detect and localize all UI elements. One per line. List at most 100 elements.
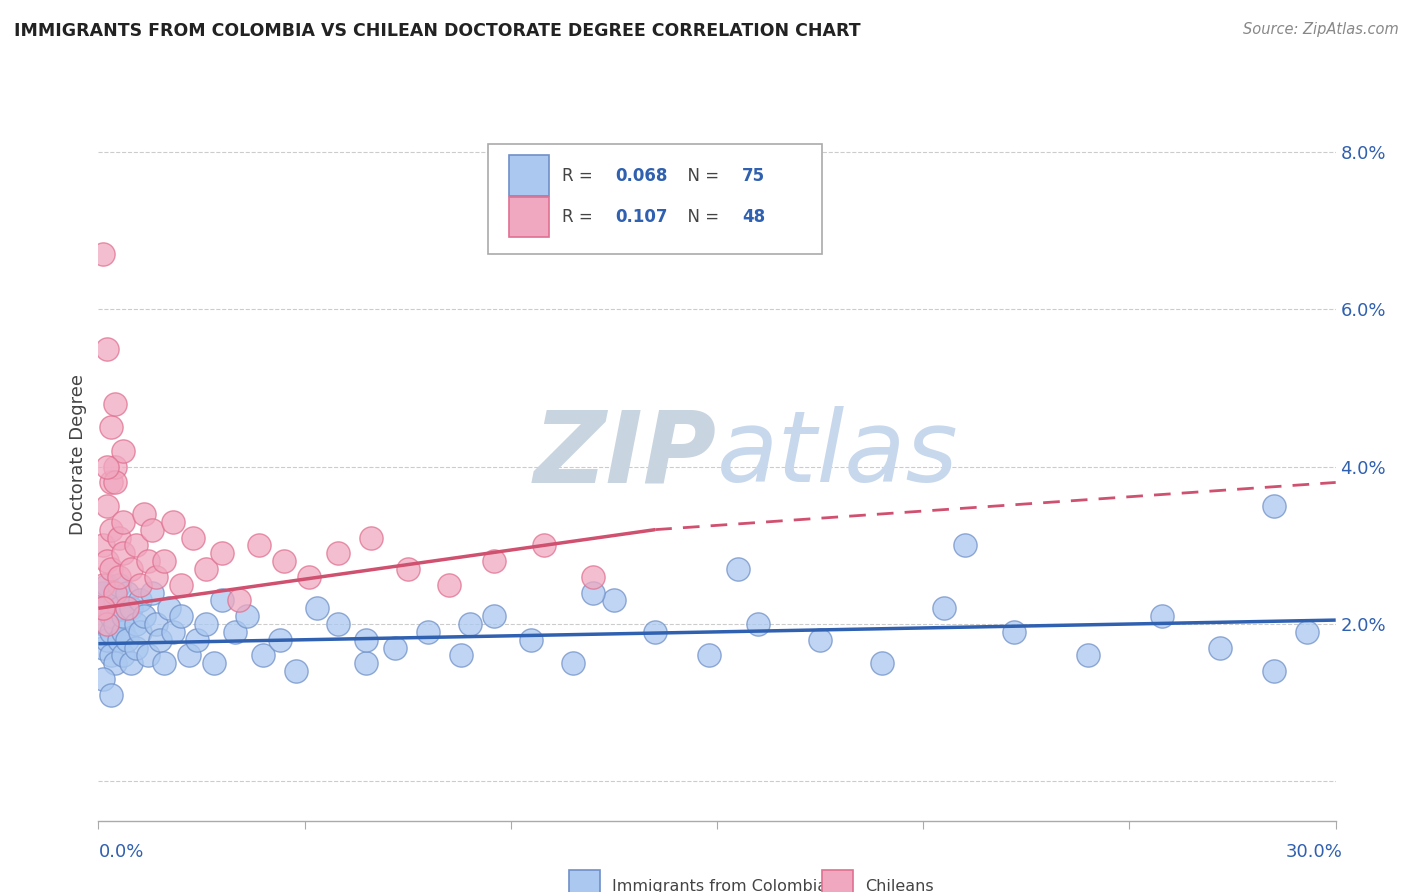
Point	[1295, 624, 1317, 639]
Point	[104, 585, 127, 599]
Point	[136, 648, 159, 663]
Point	[1077, 648, 1099, 663]
Point	[96, 577, 118, 591]
Point	[100, 648, 122, 663]
Point	[112, 609, 135, 624]
Point	[91, 247, 114, 261]
FancyBboxPatch shape	[509, 197, 548, 237]
Point	[384, 640, 406, 655]
Point	[100, 420, 122, 434]
Point	[533, 538, 555, 552]
Point	[96, 459, 118, 474]
Point	[236, 609, 259, 624]
Point	[104, 475, 127, 490]
Point	[153, 657, 176, 671]
Point	[91, 672, 114, 686]
Text: Source: ZipAtlas.com: Source: ZipAtlas.com	[1243, 22, 1399, 37]
Point	[484, 554, 506, 568]
Point	[96, 342, 118, 356]
Point	[561, 657, 583, 671]
Point	[108, 531, 131, 545]
Point	[100, 688, 122, 702]
Point	[117, 632, 139, 647]
Point	[104, 459, 127, 474]
Point	[132, 609, 155, 624]
Text: 75: 75	[742, 167, 765, 185]
Point	[582, 570, 605, 584]
Point	[91, 601, 114, 615]
Point	[124, 617, 146, 632]
Point	[104, 593, 127, 607]
Text: 0.068: 0.068	[616, 167, 668, 185]
Point	[96, 617, 118, 632]
Point	[170, 577, 193, 591]
Point	[194, 562, 217, 576]
Text: 0.107: 0.107	[616, 208, 668, 227]
Point	[100, 475, 122, 490]
Point	[117, 601, 139, 615]
Point	[228, 593, 250, 607]
Point	[211, 593, 233, 607]
Point	[870, 657, 893, 671]
Point	[128, 593, 150, 607]
Point	[124, 640, 146, 655]
Point	[603, 593, 626, 607]
Point	[91, 538, 114, 552]
Point	[305, 601, 328, 615]
Point	[104, 397, 127, 411]
Point	[96, 499, 118, 513]
Point	[450, 648, 472, 663]
Text: Immigrants from Colombia: Immigrants from Colombia	[612, 879, 827, 892]
Point	[132, 507, 155, 521]
Point	[104, 657, 127, 671]
Point	[953, 538, 976, 552]
Point	[418, 624, 440, 639]
Text: atlas: atlas	[717, 407, 959, 503]
Point	[252, 648, 274, 663]
Point	[108, 632, 131, 647]
Point	[120, 562, 142, 576]
Point	[194, 617, 217, 632]
Point	[285, 664, 308, 678]
Point	[91, 577, 114, 591]
Point	[298, 570, 321, 584]
Point	[356, 657, 378, 671]
Point	[141, 585, 163, 599]
Text: 48: 48	[742, 208, 765, 227]
FancyBboxPatch shape	[823, 870, 853, 892]
Point	[100, 523, 122, 537]
Point	[458, 617, 481, 632]
Text: ZIP: ZIP	[534, 407, 717, 503]
Point	[100, 609, 122, 624]
Point	[141, 523, 163, 537]
Point	[1263, 664, 1285, 678]
FancyBboxPatch shape	[488, 144, 823, 253]
Point	[96, 632, 118, 647]
Point	[108, 570, 131, 584]
Point	[932, 601, 955, 615]
Point	[186, 632, 208, 647]
Point	[520, 632, 543, 647]
Point	[162, 515, 184, 529]
Point	[112, 648, 135, 663]
Point	[91, 617, 114, 632]
Point	[100, 562, 122, 576]
Point	[124, 538, 146, 552]
Point	[96, 554, 118, 568]
Point	[247, 538, 270, 552]
Point	[326, 617, 349, 632]
Text: R =: R =	[562, 208, 599, 227]
Text: 30.0%: 30.0%	[1286, 843, 1343, 861]
Point	[179, 648, 201, 663]
Point	[128, 624, 150, 639]
Point	[181, 531, 204, 545]
Point	[273, 554, 295, 568]
Point	[484, 609, 506, 624]
Text: 0.0%: 0.0%	[98, 843, 143, 861]
Point	[162, 624, 184, 639]
Point	[697, 648, 720, 663]
Point	[269, 632, 291, 647]
Point	[356, 632, 378, 647]
Point	[808, 632, 831, 647]
Point	[112, 546, 135, 560]
